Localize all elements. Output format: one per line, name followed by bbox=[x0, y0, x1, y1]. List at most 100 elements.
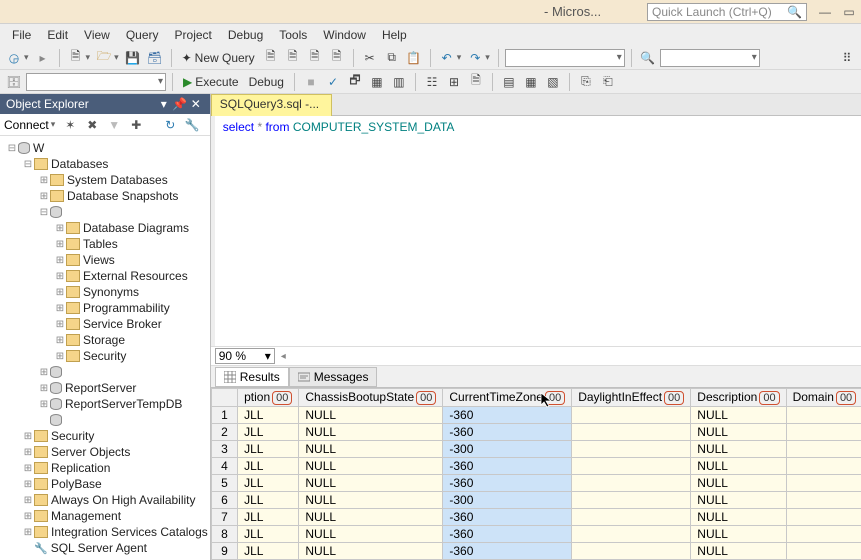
tab-results[interactable]: Results bbox=[215, 367, 289, 387]
object-tree[interactable]: ⊟W ⊟Databases ⊞System Databases ⊞Databas… bbox=[0, 136, 210, 560]
copy-icon[interactable]: ⧉ bbox=[382, 48, 402, 68]
plus-icon[interactable]: ✚ bbox=[127, 116, 145, 134]
cell[interactable]: NULL bbox=[691, 424, 786, 441]
restore-button[interactable]: ▭ bbox=[837, 3, 861, 21]
reportservertemp-node[interactable]: ReportServerTempDB bbox=[65, 397, 182, 411]
cell[interactable]: NULL bbox=[691, 458, 786, 475]
nq2-icon[interactable]: 🗎 bbox=[283, 48, 303, 68]
file-tab[interactable]: SQLQuery3.sql -... bbox=[211, 94, 332, 116]
cell[interactable] bbox=[572, 492, 691, 509]
nq1-icon[interactable]: 🗎 bbox=[261, 48, 281, 68]
cell[interactable]: -360 bbox=[443, 526, 572, 543]
menu-tools[interactable]: Tools bbox=[271, 26, 315, 44]
cell[interactable] bbox=[786, 424, 861, 441]
cell[interactable]: JLL bbox=[238, 492, 299, 509]
cell[interactable]: NULL bbox=[299, 407, 443, 424]
repl-node[interactable]: Replication bbox=[51, 461, 110, 475]
solution-combo[interactable]: ▾ bbox=[505, 49, 625, 67]
opt1-icon[interactable]: ☷ bbox=[422, 72, 442, 92]
cell[interactable]: NULL bbox=[691, 543, 786, 560]
new-query-button[interactable]: ✦New Query bbox=[178, 48, 259, 68]
menu-query[interactable]: Query bbox=[118, 26, 167, 44]
col-header-5[interactable]: Domain00 bbox=[786, 389, 861, 407]
cell[interactable] bbox=[572, 509, 691, 526]
col-header-3[interactable]: DaylightInEffect00 bbox=[572, 389, 691, 407]
stop2-icon[interactable]: ✖ bbox=[83, 116, 101, 134]
cell[interactable]: NULL bbox=[299, 475, 443, 492]
row-number[interactable]: 2 bbox=[211, 424, 237, 441]
refresh-icon[interactable]: ↻ bbox=[161, 116, 179, 134]
cell[interactable]: -300 bbox=[443, 492, 572, 509]
back-icon[interactable]: ◶ bbox=[4, 48, 24, 68]
cell[interactable]: -360 bbox=[443, 475, 572, 492]
reportserver-node[interactable]: ReportServer bbox=[65, 381, 136, 395]
cell[interactable]: NULL bbox=[299, 543, 443, 560]
cell[interactable] bbox=[572, 424, 691, 441]
save-all-icon[interactable]: 🗃 bbox=[145, 48, 165, 68]
menu-help[interactable]: Help bbox=[374, 26, 415, 44]
cell[interactable] bbox=[572, 441, 691, 458]
row-number[interactable]: 6 bbox=[211, 492, 237, 509]
tab-messages[interactable]: Messages bbox=[289, 367, 378, 387]
res2-icon[interactable]: ▦ bbox=[521, 72, 541, 92]
menu-window[interactable]: Window bbox=[315, 26, 374, 44]
uncomment-icon[interactable]: ⎗ bbox=[598, 72, 618, 92]
server-node[interactable]: W bbox=[33, 141, 44, 155]
cell[interactable]: NULL bbox=[299, 492, 443, 509]
results-grid[interactable]: ption00ChassisBootupState00CurrentTimeZo… bbox=[211, 388, 861, 560]
disconnect-icon[interactable]: ✶ bbox=[61, 116, 79, 134]
row-number[interactable]: 4 bbox=[211, 458, 237, 475]
menu-file[interactable]: File bbox=[4, 26, 39, 44]
menu-edit[interactable]: Edit bbox=[39, 26, 76, 44]
cell[interactable] bbox=[572, 458, 691, 475]
cell[interactable]: -300 bbox=[443, 441, 572, 458]
parse-icon[interactable]: ✓ bbox=[323, 72, 343, 92]
cell[interactable] bbox=[786, 492, 861, 509]
panel-close-icon[interactable]: ✕ bbox=[188, 97, 204, 111]
plan2-icon[interactable]: ▦ bbox=[367, 72, 387, 92]
cell[interactable]: JLL bbox=[238, 407, 299, 424]
syn-node[interactable]: Synonyms bbox=[83, 285, 139, 299]
cell[interactable] bbox=[786, 458, 861, 475]
row-number[interactable]: 7 bbox=[211, 509, 237, 526]
col-header-4[interactable]: Description00 bbox=[691, 389, 786, 407]
cell[interactable]: NULL bbox=[691, 492, 786, 509]
cell[interactable]: NULL bbox=[691, 407, 786, 424]
extres-node[interactable]: External Resources bbox=[83, 269, 188, 283]
agent-node[interactable]: SQL Server Agent bbox=[51, 541, 147, 555]
row-number[interactable]: 1 bbox=[211, 407, 237, 424]
cell[interactable] bbox=[572, 526, 691, 543]
isc-node[interactable]: Integration Services Catalogs bbox=[51, 525, 208, 539]
sql-editor[interactable]: select * from COMPUTER_SYSTEM_DATA bbox=[211, 116, 861, 346]
open-icon[interactable]: 🗁 bbox=[94, 48, 114, 68]
execute-button[interactable]: ▶Execute bbox=[179, 72, 243, 92]
nq4-icon[interactable]: 🗎 bbox=[327, 48, 347, 68]
prog-node[interactable]: Programmability bbox=[83, 301, 170, 315]
col-header-0[interactable]: ption00 bbox=[238, 389, 299, 407]
row-number[interactable]: 5 bbox=[211, 475, 237, 492]
menu-debug[interactable]: Debug bbox=[220, 26, 271, 44]
debug-button[interactable]: Debug bbox=[245, 72, 288, 92]
overflow-icon[interactable]: ⠿ bbox=[837, 48, 857, 68]
cell[interactable]: -360 bbox=[443, 424, 572, 441]
cell[interactable] bbox=[786, 407, 861, 424]
cell[interactable]: JLL bbox=[238, 509, 299, 526]
databases-node[interactable]: Databases bbox=[51, 157, 108, 171]
opt3-icon[interactable]: 🗎 bbox=[466, 72, 486, 92]
cell[interactable] bbox=[572, 475, 691, 492]
connect-button[interactable]: Connect bbox=[4, 118, 49, 132]
cell[interactable]: JLL bbox=[238, 441, 299, 458]
plan3-icon[interactable]: ▥ bbox=[389, 72, 409, 92]
find-icon[interactable]: 🔍 bbox=[638, 48, 658, 68]
wrench-icon[interactable]: 🔧 bbox=[183, 116, 201, 134]
plan1-icon[interactable]: 🗗 bbox=[345, 72, 365, 92]
cell[interactable]: JLL bbox=[238, 458, 299, 475]
cell[interactable]: NULL bbox=[691, 441, 786, 458]
menu-view[interactable]: View bbox=[76, 26, 118, 44]
cell[interactable]: JLL bbox=[238, 526, 299, 543]
col-header-2[interactable]: CurrentTimeZone00 bbox=[443, 389, 572, 407]
db-icon[interactable]: 🗄 bbox=[4, 72, 24, 92]
cell[interactable] bbox=[572, 407, 691, 424]
filter-icon[interactable]: ▼ bbox=[105, 116, 123, 134]
mgmt-node[interactable]: Management bbox=[51, 509, 121, 523]
